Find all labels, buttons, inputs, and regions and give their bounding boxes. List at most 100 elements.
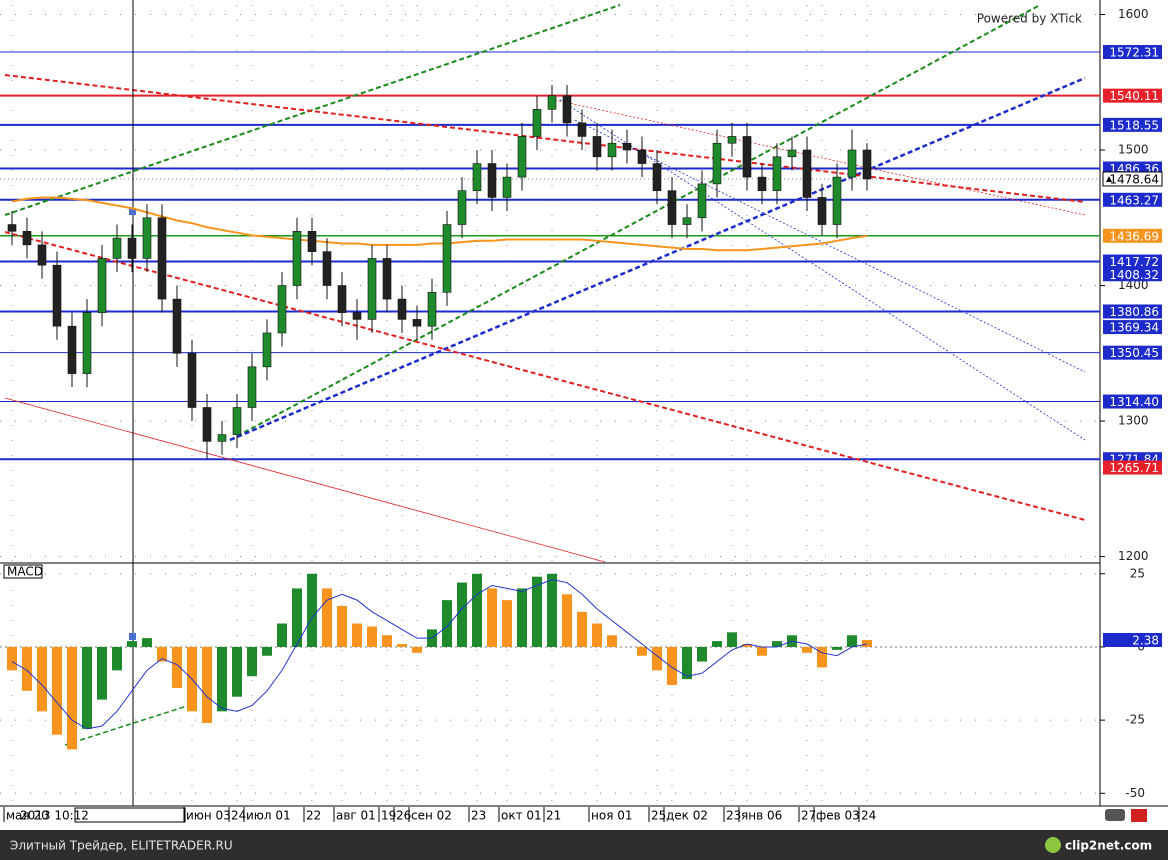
x-tick-label: 26: [396, 809, 411, 823]
x-tick-label: 21: [546, 809, 561, 823]
macd-bar: [217, 646, 227, 712]
macd-bar: [652, 646, 662, 671]
x-tick-label: мая 20: [6, 809, 49, 823]
cursor-marker: [129, 633, 136, 640]
candle-body: [502, 176, 512, 198]
macd-bar: [397, 644, 407, 647]
trend-line: [559, 99, 1086, 441]
macd-bar: [97, 646, 107, 700]
x-tick-label: 24: [231, 809, 246, 823]
level-label-box: [1103, 394, 1162, 409]
candle-body: [82, 312, 92, 374]
cursor-marker: [129, 208, 136, 215]
candle-body: [742, 136, 752, 178]
macd-bar: [412, 646, 422, 653]
last-price-label: 1478.64: [1109, 172, 1159, 186]
macd-bar: [157, 646, 167, 662]
level-label-box: [1103, 267, 1162, 282]
macd-bar: [502, 600, 512, 647]
macd-bar: [847, 635, 857, 647]
close-button[interactable]: [1131, 809, 1147, 822]
candle-body: [427, 292, 437, 327]
candle-body: [817, 197, 827, 225]
level-label: 1369.34: [1109, 321, 1159, 335]
candle-body: [607, 142, 617, 158]
candle-body: [262, 332, 272, 368]
candle-body: [7, 224, 17, 232]
x-tick-label: фев 03: [816, 809, 860, 823]
macd-bar: [112, 646, 122, 671]
candle-body: [757, 176, 767, 191]
candle-body: [412, 319, 422, 327]
candle-body: [682, 217, 692, 225]
x-tick-label: 24: [861, 809, 876, 823]
macd-bar: [517, 588, 527, 647]
candle-body: [712, 142, 722, 185]
level-label-box: [1103, 254, 1162, 269]
candle-body: [157, 217, 167, 300]
zoom-button[interactable]: [1105, 809, 1125, 821]
footer-text: Элитный Трейдер, ELITETRADER.RU: [10, 839, 233, 853]
macd-bar: [607, 635, 617, 647]
macd-bar: [67, 646, 77, 750]
level-label: 1265.71: [1109, 461, 1159, 475]
level-label-box: [1103, 345, 1162, 360]
macd-bar: [457, 582, 467, 647]
x-tick-label: 19: [381, 809, 396, 823]
x-tick-label: ноя 01: [591, 809, 633, 823]
macd-bar: [592, 623, 602, 647]
macd-bar: [127, 641, 137, 647]
level-label: 1518.55: [1109, 118, 1159, 132]
trend-lines: [4, 4, 1086, 746]
candle-body: [547, 95, 557, 110]
candle-body: [292, 231, 302, 286]
level-label: 1572.31: [1109, 46, 1159, 60]
level-label-box: [1103, 192, 1162, 207]
macd-bar: [172, 646, 182, 688]
ma-label: 1436.69: [1109, 229, 1159, 243]
macd-bar: [817, 646, 827, 668]
macd-bar: [382, 635, 392, 647]
y-tick-label: 1400: [1118, 278, 1149, 292]
trend-line: [4, 397, 606, 563]
macd-bar: [562, 594, 572, 647]
macd-bar: [757, 646, 767, 656]
x-tick-label: 23: [471, 809, 486, 823]
macd-bar: [442, 600, 452, 647]
panel-title: MACD: [7, 565, 43, 579]
candle-body: [727, 136, 737, 144]
candle-body: [352, 312, 362, 320]
candle-body: [307, 231, 317, 252]
trend-line: [4, 231, 1086, 521]
y-tick-label: 25: [1130, 566, 1145, 580]
x-tick-label: авг 01: [336, 809, 376, 823]
y-tick-label: 1500: [1118, 143, 1149, 157]
y-tick-label: 1600: [1118, 7, 1149, 21]
last-price-arrow: [1106, 175, 1112, 182]
level-label-box: [1103, 460, 1162, 475]
candle-body: [67, 325, 77, 374]
candle-body: [592, 136, 602, 158]
candle-body: [187, 352, 197, 408]
macd-bar: [547, 573, 557, 647]
trend-line: [64, 704, 191, 746]
x-tick-label: дек 02: [666, 809, 708, 823]
macd-bar: [352, 623, 362, 647]
macd-bar: [232, 646, 242, 697]
candle-body: [562, 95, 572, 124]
candle-body: [622, 142, 632, 151]
candle-body: [457, 190, 467, 225]
candle-body: [472, 163, 482, 191]
candle-body: [652, 163, 662, 191]
candle-body: [97, 258, 107, 313]
level-label-box: [1103, 117, 1162, 132]
candle-body: [442, 224, 452, 293]
macd-bar: [337, 605, 347, 647]
candle-body: [397, 298, 407, 320]
cursor-time-box: [74, 807, 186, 823]
candle-body: [637, 149, 647, 164]
candle-body: [217, 434, 227, 442]
y-tick-label: -50: [1125, 786, 1145, 800]
macd-bar: [487, 588, 497, 647]
